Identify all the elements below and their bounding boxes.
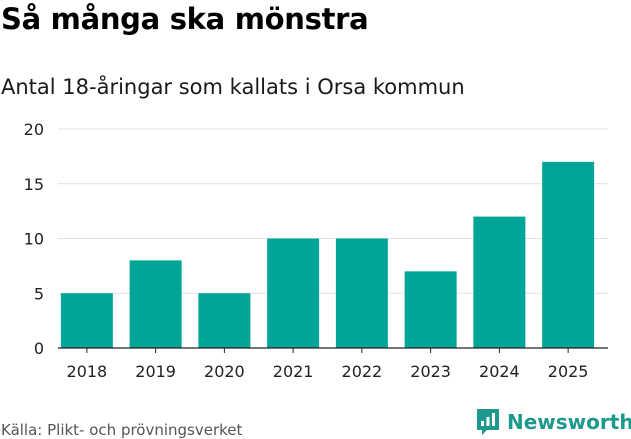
newsworthy-logo-icon <box>477 409 499 435</box>
bar-2020 <box>198 293 251 348</box>
bar-2019 <box>129 260 182 348</box>
bar-2021 <box>267 238 320 348</box>
bar-2018 <box>60 293 113 348</box>
brand-logo: Newsworthy <box>475 406 631 438</box>
x-tick-label: 2024 <box>479 362 520 381</box>
y-tick-label: 0 <box>34 339 44 358</box>
y-tick-label: 10 <box>24 230 44 249</box>
y-tick-label: 15 <box>24 175 44 194</box>
bar-2022 <box>335 238 388 348</box>
x-tick-label: 2025 <box>548 362 589 381</box>
y-tick-label: 20 <box>24 120 44 139</box>
bar-2025 <box>542 161 595 348</box>
source-note: Källa: Plikt- och prövningsverket <box>1 421 243 439</box>
x-tick-label: 2018 <box>67 362 108 381</box>
y-tick-label: 5 <box>34 284 44 303</box>
x-tick-label: 2023 <box>410 362 451 381</box>
x-tick-label: 2021 <box>273 362 314 381</box>
brand-name: Newsworthy <box>507 410 631 434</box>
x-tick-label: 2022 <box>342 362 383 381</box>
bar-2024 <box>473 216 526 348</box>
x-tick-label: 2019 <box>135 362 176 381</box>
bar-2023 <box>404 271 457 348</box>
chart-title: Så många ska mönstra <box>1 2 369 36</box>
chart-subtitle: Antal 18-åringar som kallats i Orsa komm… <box>1 75 465 99</box>
bar-chart: 0 5 10 15 20 2018 2019 2020 2021 2022 2023 2024 2025 <box>24 120 608 381</box>
x-tick-label: 2020 <box>204 362 245 381</box>
